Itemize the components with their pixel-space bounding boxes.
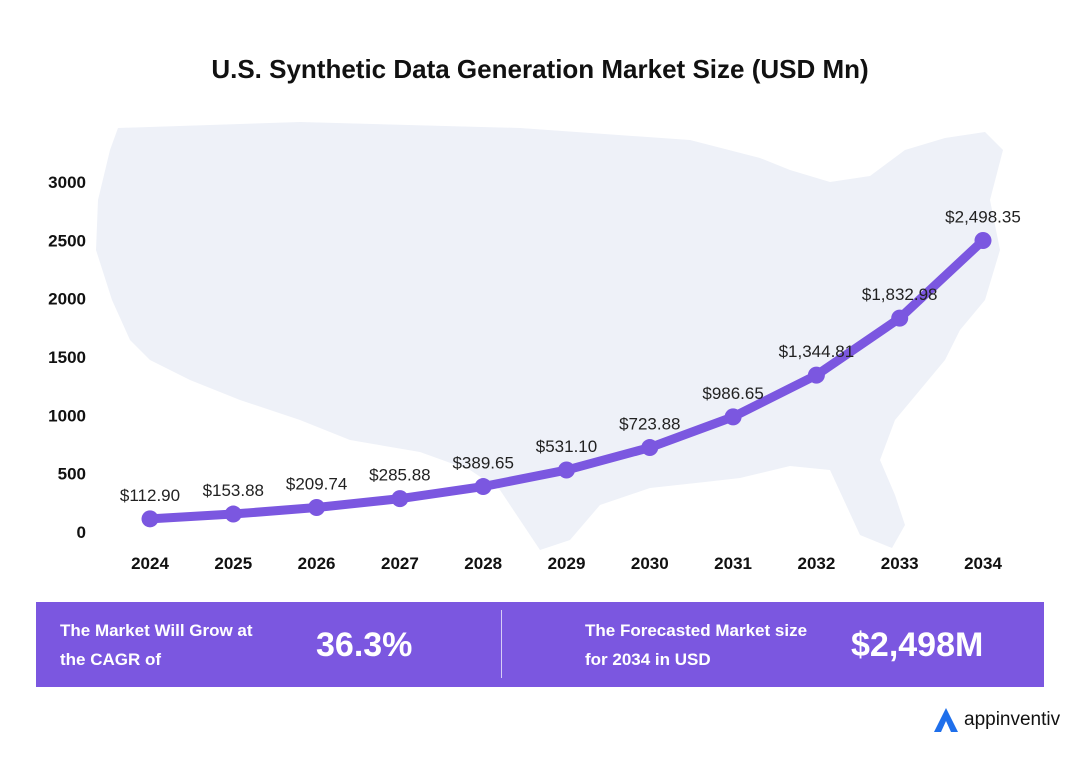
data-point [974, 232, 992, 250]
x-tick-label: 2033 [881, 554, 919, 573]
x-tick-label: 2027 [381, 554, 419, 573]
x-tick-label: 2031 [714, 554, 752, 573]
x-tick-label: 2030 [631, 554, 669, 573]
data-point [474, 478, 492, 496]
line-chart: 0 500 1000 1500 2000 2500 3000 2024 2025 2026 202… [48, 122, 1021, 573]
data-point [641, 439, 659, 457]
x-tick-label: 2034 [964, 554, 1002, 573]
data-label: $531.10 [536, 437, 597, 456]
us-map-background [96, 122, 1003, 550]
data-point [558, 461, 575, 479]
data-label: $285.88 [369, 466, 430, 485]
y-tick-label: 3000 [48, 173, 86, 192]
x-tick-label: 2024 [131, 554, 169, 573]
y-tick-label: 1500 [48, 348, 86, 367]
y-tick-label: 2000 [48, 290, 86, 309]
appinventiv-logo: appinventiv [932, 706, 1060, 734]
forecast-value: $2,498M [851, 626, 984, 664]
data-label: $153.88 [203, 481, 264, 500]
chart-title: U.S. Synthetic Data Generation Market Si… [211, 54, 869, 84]
data-label: $389.65 [452, 454, 513, 473]
y-tick-label: 1000 [48, 406, 86, 425]
data-point [891, 309, 909, 327]
appinventiv-logo-icon [934, 708, 958, 732]
x-tick-label: 2028 [464, 554, 502, 573]
summary-banner: The Market Will Grow at the CAGR of 36.3… [36, 602, 1044, 687]
data-label: $2,498.35 [945, 208, 1021, 227]
y-tick-label: 0 [77, 523, 86, 542]
data-point [391, 490, 409, 508]
cagr-value: 36.3% [316, 626, 413, 664]
data-label: $986.65 [702, 384, 763, 403]
data-point [224, 505, 242, 523]
data-point [807, 366, 825, 384]
data-label: $209.74 [286, 475, 347, 494]
data-label: $112.90 [120, 486, 180, 505]
y-tick-label: 2500 [48, 231, 86, 250]
x-tick-label: 2029 [548, 554, 586, 573]
x-tick-label: 2026 [298, 554, 336, 573]
data-label: $1,832.98 [862, 285, 938, 304]
y-tick-label: 500 [58, 465, 86, 484]
logo-text: appinventiv [964, 709, 1061, 730]
forecast-label: The Forecasted Market size for 2034 in U… [585, 621, 808, 669]
data-label: $1,344.81 [779, 342, 855, 361]
data-point [141, 510, 159, 528]
data-point [724, 408, 742, 426]
data-label: $723.88 [619, 415, 680, 434]
data-point [308, 499, 326, 517]
banner-divider [501, 610, 502, 678]
x-tick-label: 2025 [214, 554, 252, 573]
cagr-label: The Market Will Grow at the CAGR of [60, 621, 253, 669]
x-tick-label: 2032 [797, 554, 835, 573]
